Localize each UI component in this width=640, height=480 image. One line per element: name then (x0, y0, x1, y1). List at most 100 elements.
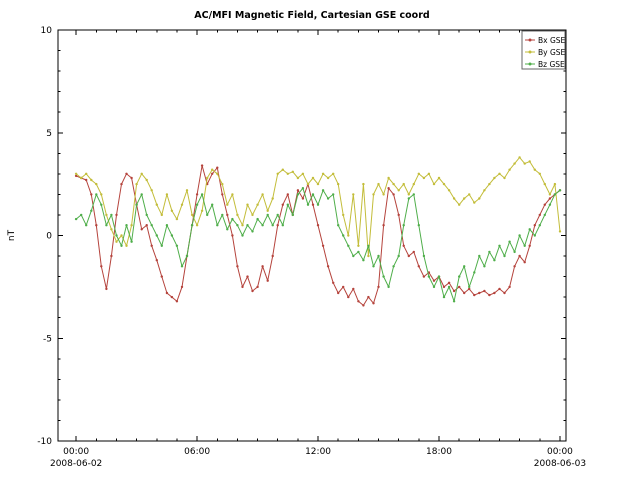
data-point-marker (80, 213, 83, 217)
data-point-marker (125, 244, 128, 247)
data-point-marker (417, 224, 420, 227)
x-tick-label: 12:00 (305, 447, 331, 457)
data-point-marker (483, 189, 486, 192)
x-axis: 00:00 06:00 12:00 18:00 00:00 (63, 30, 573, 457)
data-point-marker (543, 203, 546, 206)
data-point-marker (110, 213, 113, 217)
data-point-marker (377, 254, 380, 258)
data-point-marker (468, 193, 471, 196)
data-point-marker (251, 213, 254, 217)
data-point-marker (155, 203, 158, 206)
data-point-marker (442, 295, 446, 299)
data-point-marker (231, 193, 234, 196)
data-point-marker (266, 213, 269, 217)
data-point-marker (548, 197, 552, 200)
data-point-marker (367, 244, 370, 247)
data-point-marker (165, 224, 169, 227)
data-point-marker (74, 172, 78, 175)
data-point-marker (397, 189, 400, 192)
data-point-marker (528, 228, 531, 231)
series-by-gse (74, 156, 562, 258)
data-point-marker (206, 176, 209, 180)
data-point-marker (316, 203, 320, 206)
data-point-marker (165, 291, 169, 295)
data-point-marker (377, 182, 380, 186)
data-point-marker (402, 182, 405, 186)
data-point-marker (483, 265, 486, 268)
data-point-marker (311, 176, 315, 180)
data-point-marker (266, 279, 269, 282)
data-point-marker (523, 261, 526, 264)
y-axis: -10 -5 0 5 10 (37, 26, 566, 447)
data-point-marker (105, 224, 108, 227)
data-point-marker (473, 293, 476, 297)
data-point-marker (452, 289, 456, 293)
legend-dot-sample (528, 62, 532, 66)
data-point-marker (236, 213, 239, 217)
data-point-marker (407, 197, 410, 200)
data-point-marker (296, 193, 300, 196)
data-point-marker (493, 291, 496, 295)
data-point-marker (508, 240, 511, 243)
data-point-marker (513, 162, 516, 165)
data-point-marker (90, 209, 93, 212)
data-point-marker (296, 189, 300, 192)
data-point-marker (206, 213, 209, 217)
data-point-marker (458, 285, 461, 289)
data-point-marker (185, 189, 189, 192)
data-point-marker (291, 213, 294, 217)
data-point-marker (382, 275, 385, 278)
data-point-marker (326, 197, 330, 200)
data-point-marker (236, 265, 239, 268)
x-tick-label: 00:00 (63, 447, 89, 457)
data-point-marker (347, 244, 350, 247)
data-point-marker (437, 275, 441, 278)
data-point-marker (422, 254, 426, 258)
data-point-marker (377, 285, 380, 289)
y-tick-label: 5 (46, 129, 52, 139)
data-point-marker (306, 182, 310, 186)
data-point-marker (402, 224, 405, 227)
data-point-marker (412, 182, 415, 186)
data-point-marker (286, 203, 289, 206)
data-point-marker (130, 224, 133, 227)
data-point-marker (478, 291, 481, 295)
data-point-marker (473, 201, 476, 204)
data-point-marker (417, 265, 420, 268)
data-point-marker (321, 172, 325, 175)
data-point-marker (271, 224, 274, 227)
data-point-marker (543, 182, 546, 186)
data-point-marker (468, 287, 471, 291)
data-point-marker (362, 304, 365, 307)
data-point-marker (326, 176, 330, 180)
data-point-marker (296, 176, 300, 180)
legend-dot-sample (528, 50, 532, 54)
data-point-marker (216, 224, 219, 227)
start-date-label: 2008-06-02 (50, 459, 102, 469)
data-point-marker (100, 203, 103, 206)
data-point-marker (447, 189, 451, 192)
data-point-marker (558, 230, 562, 233)
data-point-marker (195, 224, 199, 227)
data-point-marker (110, 254, 113, 258)
data-point-marker (362, 182, 365, 186)
data-point-marker (397, 254, 400, 258)
data-point-marker (246, 275, 249, 278)
data-point-marker (513, 250, 516, 254)
data-point-marker (160, 213, 163, 217)
data-point-marker (452, 300, 456, 303)
data-point-marker (261, 265, 264, 268)
data-point-marker (508, 285, 511, 289)
data-point-marker (216, 166, 219, 169)
data-point-marker (286, 172, 289, 175)
data-point-marker (447, 281, 451, 284)
data-point-marker (523, 162, 526, 165)
legend-label: Bz GSE (538, 60, 565, 69)
data-point-marker (120, 234, 123, 237)
data-point-marker (503, 176, 506, 180)
data-point-marker (342, 285, 345, 289)
data-point-marker (518, 234, 521, 237)
data-point-marker (493, 259, 496, 262)
data-point-marker (553, 182, 557, 186)
data-point-marker (301, 172, 305, 175)
